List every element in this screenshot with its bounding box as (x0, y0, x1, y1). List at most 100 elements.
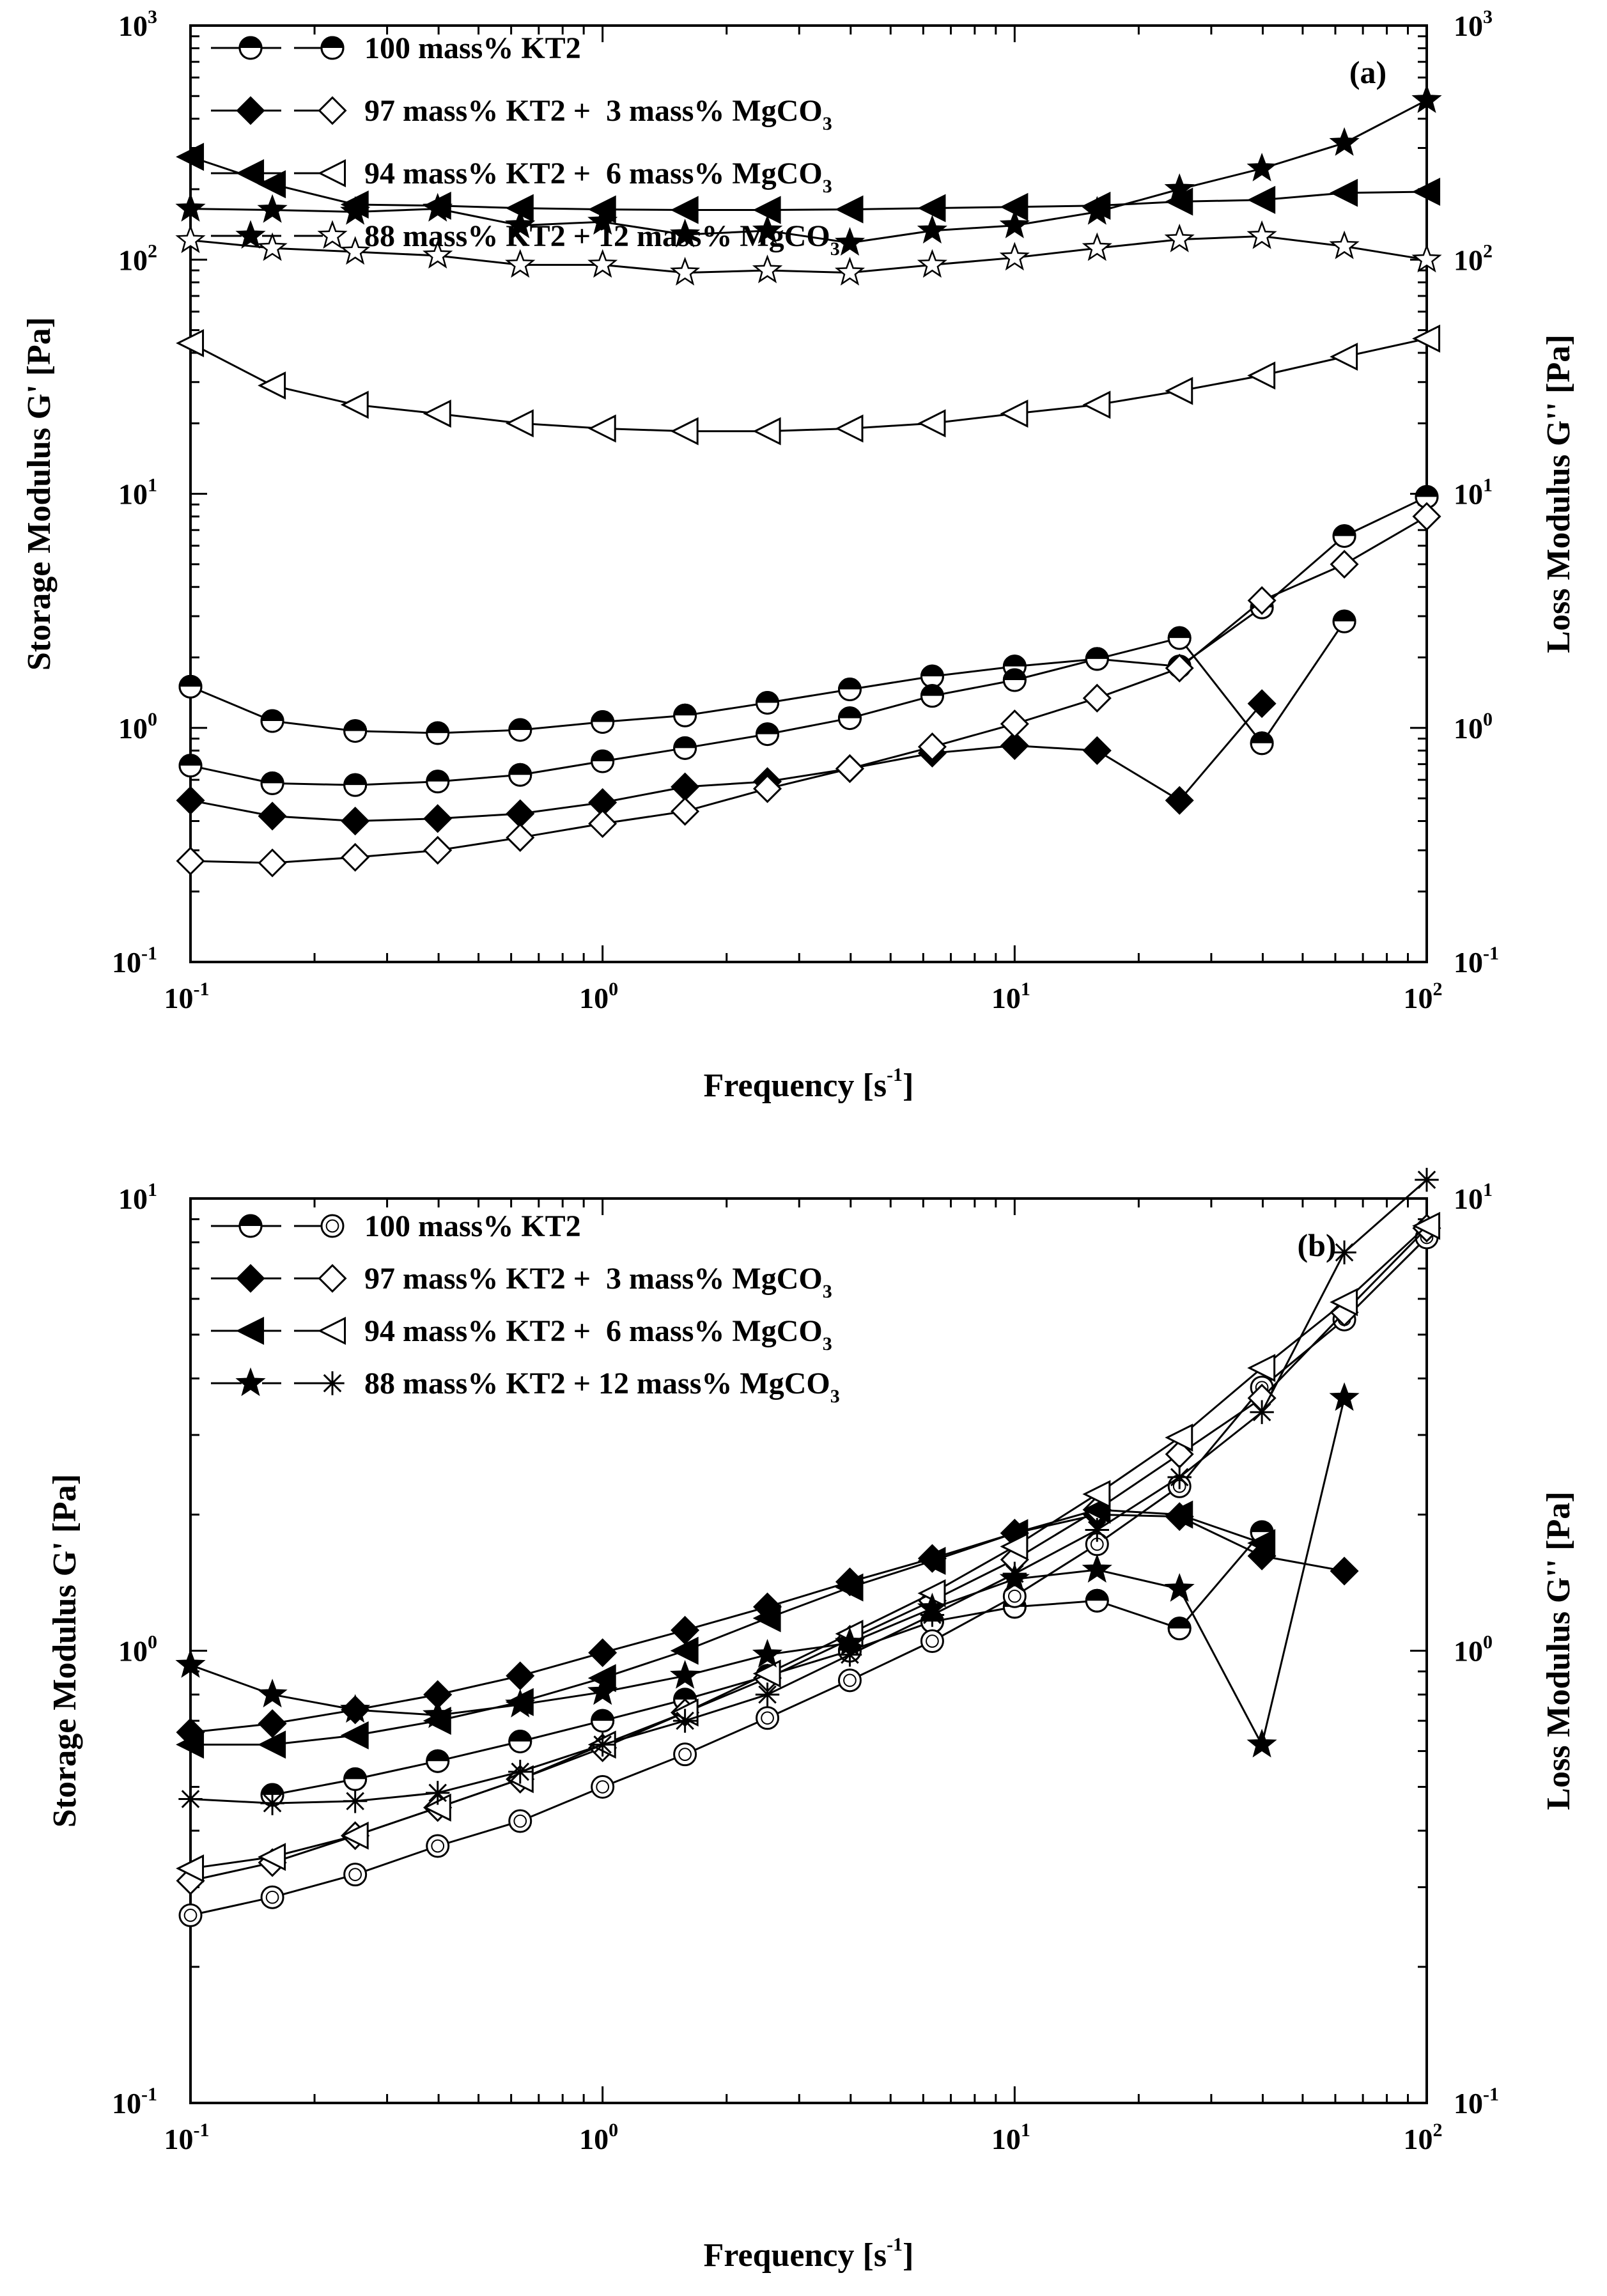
data-point (505, 209, 536, 238)
legend-marker (238, 36, 263, 60)
data-point (837, 706, 862, 731)
legend-marker (320, 36, 345, 60)
x-tick-label: 102 (1404, 979, 1443, 1014)
data-point (588, 809, 617, 839)
data-point (1329, 230, 1360, 260)
data-point (1330, 1288, 1358, 1317)
data-point (1330, 178, 1358, 207)
data-point (837, 678, 862, 702)
data-point (1247, 586, 1277, 616)
data-point (588, 1638, 617, 1668)
y-axis-title-left: Storage Modulus G' [Pa] (47, 1474, 83, 1827)
series-line (190, 99, 1427, 244)
axis-ticks (189, 1197, 1428, 2104)
data-point (917, 249, 947, 278)
data-point (508, 718, 532, 742)
series-line (190, 235, 1427, 274)
data-point (1247, 185, 1276, 214)
data-point (423, 240, 453, 269)
data-point (999, 209, 1030, 238)
data-point (260, 1791, 284, 1815)
y-axis-title-right: Loss Modulus G'' [Pa] (1541, 334, 1577, 653)
data-point (752, 215, 783, 244)
data-point (1412, 1211, 1441, 1240)
y-tick-label-right: 101 (1454, 1179, 1493, 1215)
legend-label: 97 mass% KT2 + 3 mass% MgCO3 (364, 1262, 832, 1302)
x-tick-label: 10-1 (164, 979, 210, 1014)
series-line (190, 337, 1427, 433)
data-point (1412, 502, 1441, 531)
series-line (190, 155, 1427, 211)
data-point (178, 1787, 203, 1811)
data-point (920, 684, 944, 708)
data-point (673, 703, 697, 727)
series-7 (178, 1168, 1439, 1815)
data-point (752, 417, 781, 446)
data-point (920, 1629, 944, 1654)
data-point (917, 409, 946, 438)
data-point (426, 721, 450, 745)
data-point (1167, 626, 1192, 650)
data-point (1164, 173, 1195, 203)
legend-label: 88 mass% KT2 + 12 mass% MgCO3 (364, 219, 840, 260)
legend-item: 88 mass% KT2 + 12 mass% MgCO3 (211, 219, 840, 260)
data-point (175, 1648, 206, 1678)
y-tick-label-left: 101 (118, 1179, 157, 1215)
data-point (505, 409, 534, 438)
data-point (756, 722, 780, 747)
data-point (176, 786, 205, 815)
data-point (423, 192, 453, 222)
data-point (176, 1730, 205, 1759)
data-point (834, 227, 866, 256)
data-point (423, 1699, 453, 1728)
data-point (917, 194, 946, 222)
data-point (1246, 1728, 1277, 1758)
legend-marker (318, 1264, 347, 1293)
data-point (673, 1742, 697, 1767)
data-point (1082, 1554, 1112, 1583)
data-point (591, 1709, 615, 1733)
data-point (260, 771, 284, 795)
data-point (343, 773, 368, 797)
y-tick-label-left: 10-1 (112, 2084, 157, 2120)
data-point (837, 1668, 862, 1693)
data-point (1165, 376, 1193, 405)
data-point (506, 823, 535, 852)
data-point (1164, 1572, 1195, 1602)
legend-marker (317, 220, 348, 249)
data-point (505, 249, 536, 278)
data-point (343, 1789, 368, 1813)
data-point (175, 192, 206, 222)
data-point (1411, 244, 1442, 273)
data-point (1082, 391, 1111, 419)
data-point (340, 1821, 369, 1850)
data-point (178, 674, 203, 699)
data-point (917, 732, 947, 761)
data-point (343, 1863, 368, 1887)
legend-marker (236, 1264, 265, 1293)
data-point (1082, 1480, 1111, 1509)
data-point (752, 1638, 783, 1668)
x-tick-label: 102 (1404, 2120, 1443, 2155)
data-point (505, 1689, 536, 1718)
data-point (343, 1767, 368, 1791)
data-point (835, 414, 864, 443)
legend-marker (320, 1371, 345, 1395)
y-tick-label-right: 100 (1454, 709, 1493, 745)
data-point (506, 1661, 535, 1691)
data-point (920, 1602, 945, 1627)
series-3 (176, 502, 1441, 878)
data-point (591, 1774, 615, 1799)
legend-item: 100 mass% KT2 (211, 1209, 581, 1243)
legend-marker (238, 1214, 263, 1238)
data-point (508, 763, 532, 787)
data-point (669, 219, 701, 248)
data-point (260, 709, 284, 733)
data-point (508, 1729, 532, 1753)
data-point (752, 1604, 781, 1633)
y-tick-label-left: 101 (118, 475, 157, 511)
data-point (1246, 220, 1277, 249)
data-point (999, 242, 1030, 271)
